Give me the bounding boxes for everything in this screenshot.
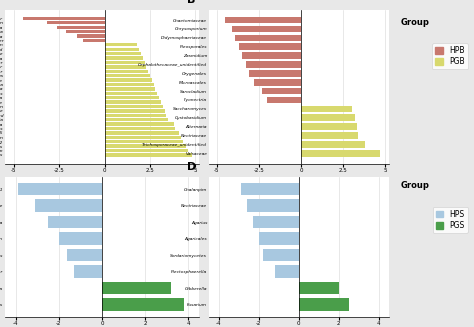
Bar (299, 282, 338, 294)
Bar (74, 266, 102, 278)
Bar (263, 88, 301, 95)
Bar (299, 299, 349, 311)
Text: Group: Group (401, 18, 429, 27)
Bar (105, 122, 173, 126)
Bar (263, 249, 299, 261)
Bar (105, 56, 143, 60)
Bar (254, 79, 301, 86)
Bar (105, 52, 141, 55)
Bar (67, 249, 102, 261)
Bar (105, 127, 175, 130)
Bar (105, 61, 145, 64)
Bar (66, 30, 105, 33)
Bar (105, 92, 157, 95)
Bar (105, 149, 188, 152)
Bar (102, 299, 184, 311)
Bar (259, 232, 299, 245)
Bar (301, 106, 352, 112)
Bar (105, 140, 183, 143)
Bar (249, 70, 301, 77)
Bar (48, 216, 102, 228)
Bar (83, 39, 105, 42)
Bar (105, 118, 168, 121)
Bar (105, 145, 186, 148)
Bar (105, 131, 179, 134)
Bar (274, 266, 299, 278)
Legend: HPB, PGB: HPB, PGB (432, 43, 468, 69)
Bar (105, 78, 152, 82)
Legend: HPS, PGS: HPS, PGS (433, 207, 468, 233)
Bar (57, 26, 105, 29)
Bar (59, 232, 102, 245)
Text: D: D (187, 163, 196, 172)
Bar (226, 17, 301, 24)
Text: B: B (187, 0, 195, 5)
Bar (236, 35, 301, 41)
Bar (239, 43, 301, 50)
Bar (246, 199, 299, 212)
Bar (267, 97, 301, 103)
Bar (232, 26, 301, 32)
Bar (105, 83, 154, 86)
Bar (105, 113, 166, 117)
Bar (242, 52, 301, 59)
Bar (102, 282, 171, 294)
Bar (35, 199, 102, 212)
Text: Group: Group (401, 181, 429, 191)
Bar (253, 216, 299, 228)
Bar (105, 105, 163, 108)
Bar (105, 74, 150, 77)
Bar (105, 65, 146, 68)
Bar (105, 87, 155, 91)
Bar (105, 96, 159, 99)
Bar (105, 136, 181, 139)
Bar (105, 43, 137, 46)
Bar (105, 70, 148, 73)
Bar (23, 17, 105, 20)
Bar (301, 150, 380, 157)
Bar (105, 48, 139, 51)
Bar (46, 21, 105, 25)
Bar (105, 100, 161, 104)
Bar (301, 132, 358, 139)
Bar (301, 114, 355, 121)
Bar (105, 109, 164, 112)
Bar (105, 153, 192, 157)
Bar (77, 34, 105, 38)
Bar (301, 123, 357, 130)
Bar (241, 183, 299, 195)
Bar (246, 61, 301, 68)
Bar (301, 141, 365, 148)
Bar (18, 183, 102, 195)
